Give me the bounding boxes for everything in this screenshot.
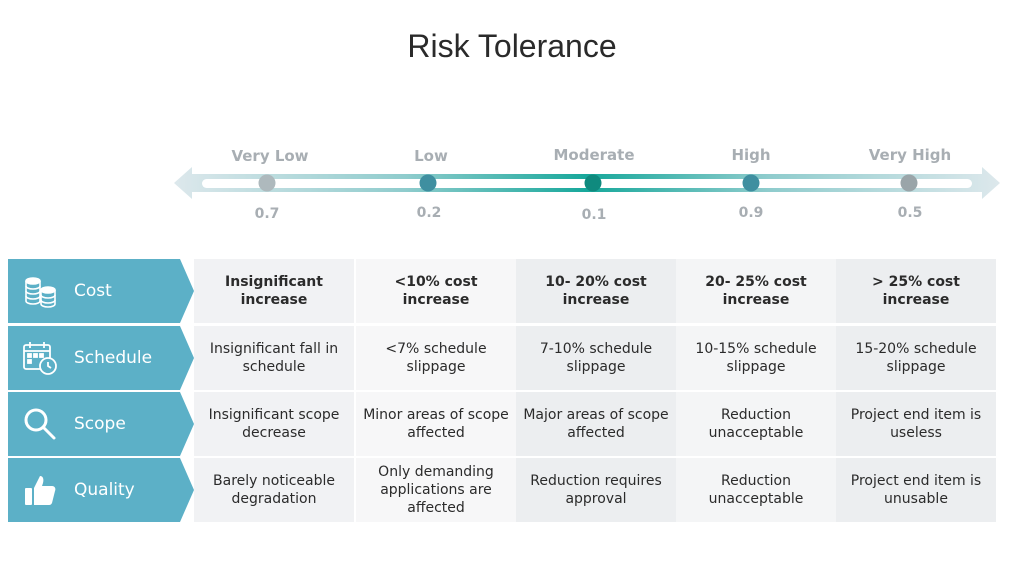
category-schedule: Schedule bbox=[8, 326, 194, 390]
table-row: Scope Insignificant scope decrease Minor a… bbox=[8, 392, 998, 456]
page-title: Risk Tolerance bbox=[407, 28, 617, 64]
category-label: Cost bbox=[74, 281, 112, 301]
category-quality: Quality bbox=[8, 458, 194, 522]
table-row: Cost Insignificant increase <10% cost incr… bbox=[8, 259, 998, 323]
level-marker-very-low bbox=[258, 174, 276, 192]
table-cell: 10-15% schedule slippage bbox=[676, 326, 836, 390]
level-value-moderate: 0.1 bbox=[581, 207, 607, 223]
level-label-high: High bbox=[731, 146, 771, 164]
level-label-very-high: Very High bbox=[868, 146, 952, 164]
level-marker-low bbox=[419, 174, 437, 192]
table-cell: Insignificant increase bbox=[194, 259, 354, 323]
calendar-clock-icon bbox=[21, 339, 59, 377]
table-row: Schedule Insignificant fall in schedule <7… bbox=[8, 326, 998, 390]
category-cost: Cost bbox=[8, 259, 194, 323]
table-cell: 7-10% schedule slippage bbox=[516, 326, 676, 390]
level-value-low: 0.2 bbox=[416, 205, 442, 221]
level-marker-very-high bbox=[900, 174, 918, 192]
coins-icon bbox=[21, 272, 59, 310]
table-cell: Major areas of scope affected bbox=[516, 392, 676, 456]
table-cell: 20- 25% cost increase bbox=[676, 259, 836, 323]
category-label: Schedule bbox=[74, 348, 153, 368]
level-label-low: Low bbox=[414, 147, 448, 165]
table-cell: Minor areas of scope affected bbox=[356, 392, 516, 456]
level-marker-high bbox=[742, 174, 760, 192]
level-value-high: 0.9 bbox=[738, 205, 764, 221]
table-cell: Project end item is unusable bbox=[836, 458, 996, 522]
table-cell: Reduction unacceptable bbox=[676, 392, 836, 456]
table-cell: Insignificant fall in schedule bbox=[194, 326, 354, 390]
thumbs-up-icon bbox=[21, 471, 59, 509]
table-cell: Insignificant scope decrease bbox=[194, 392, 354, 456]
magnifier-icon bbox=[21, 405, 59, 443]
table-cell: Barely noticeable degradation bbox=[194, 458, 354, 522]
category-label: Scope bbox=[74, 414, 126, 434]
level-marker-moderate bbox=[584, 174, 602, 192]
table-cell: > 25% cost increase bbox=[836, 259, 996, 323]
risk-scale: Very Low Low Moderate High Very High 0.7… bbox=[174, 130, 1000, 240]
table-cell: 10- 20% cost increase bbox=[516, 259, 676, 323]
table-cell: Reduction requires approval bbox=[516, 458, 676, 522]
level-label-very-low: Very Low bbox=[231, 147, 309, 165]
category-label: Quality bbox=[74, 480, 135, 500]
table-cell: Reduction unacceptable bbox=[676, 458, 836, 522]
table-cell: Project end item is useless bbox=[836, 392, 996, 456]
table-cell: <7% schedule slippage bbox=[356, 326, 516, 390]
scale-bar bbox=[174, 167, 1000, 199]
table-row: Quality Barely noticeable degradation Only… bbox=[8, 458, 998, 522]
table-cell: <10% cost increase bbox=[356, 259, 516, 323]
category-scope: Scope bbox=[8, 392, 194, 456]
level-value-very-high: 0.5 bbox=[897, 205, 923, 221]
level-value-very-low: 0.7 bbox=[254, 206, 280, 222]
table-cell: 15-20% schedule slippage bbox=[836, 326, 996, 390]
level-label-moderate: Moderate bbox=[553, 146, 635, 164]
table-cell: Only demanding applications are affected bbox=[356, 458, 516, 522]
